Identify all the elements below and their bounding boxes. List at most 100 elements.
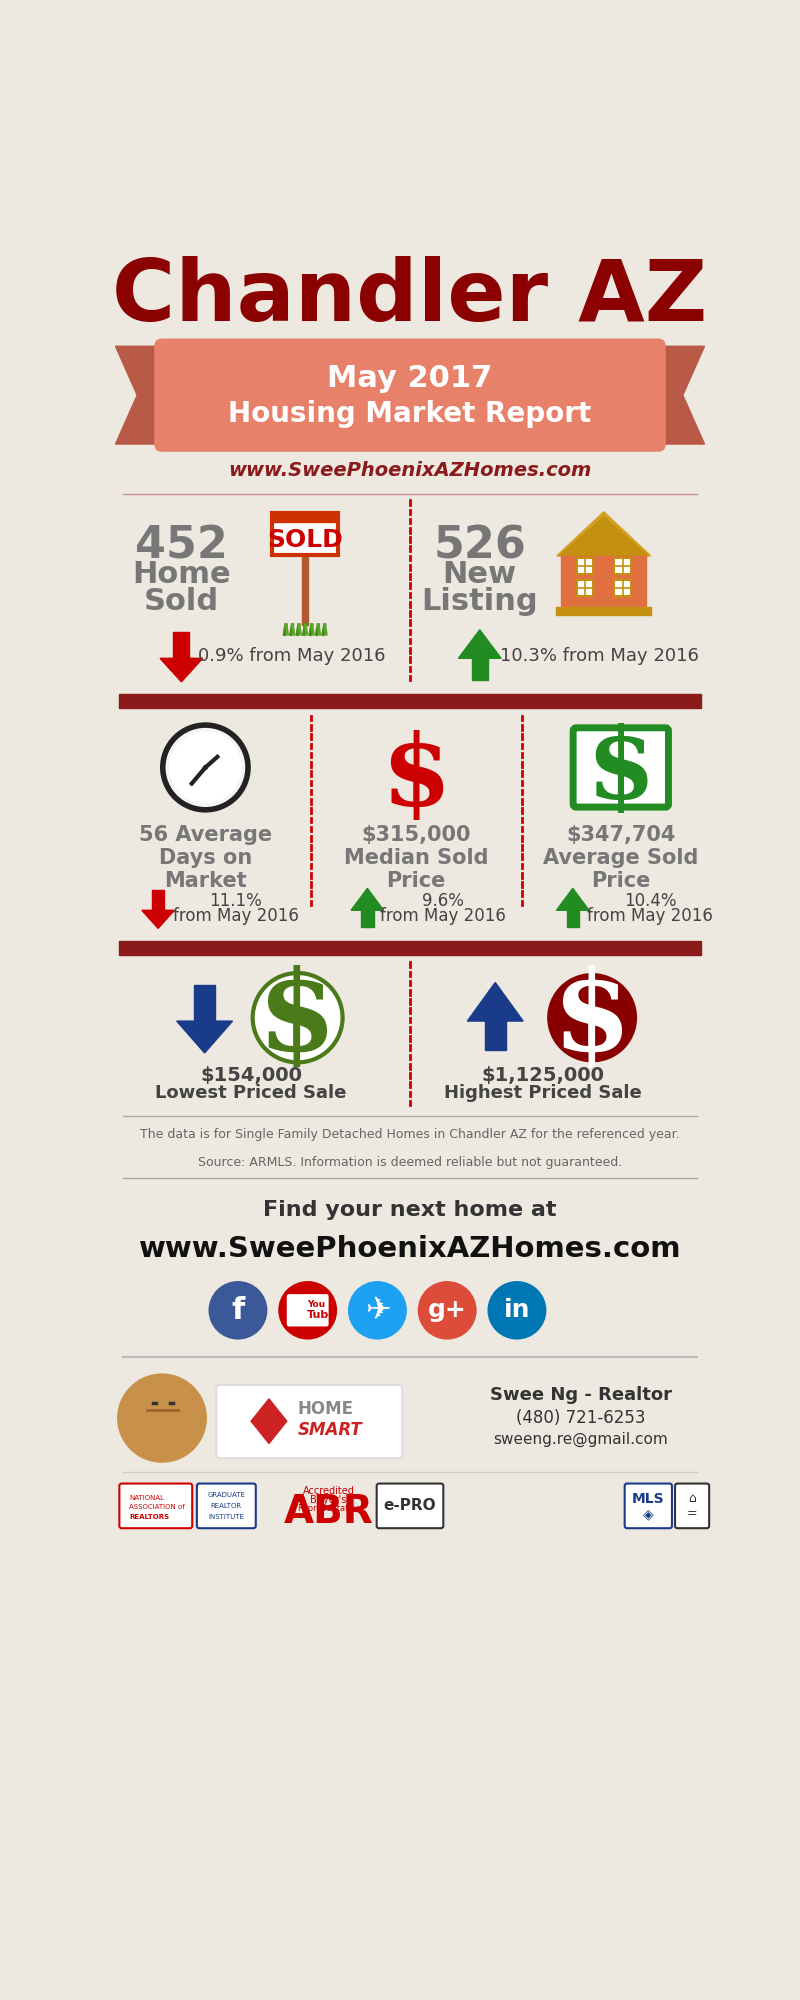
Polygon shape [152,890,164,910]
Text: 526: 526 [434,524,526,568]
Polygon shape [351,888,384,910]
Text: MLS: MLS [632,1492,664,1506]
FancyBboxPatch shape [377,1484,443,1528]
Text: www.SweePhoenixAZHomes.com: www.SweePhoenixAZHomes.com [138,1234,682,1262]
Text: $1,125,000: $1,125,000 [482,1066,605,1084]
Text: Buyer's: Buyer's [310,1496,347,1506]
Text: ⌂
=: ⌂ = [686,1492,698,1520]
Text: $315,000: $315,000 [362,826,471,846]
Text: in: in [504,1298,530,1322]
Text: May 2017: May 2017 [327,364,493,394]
Polygon shape [472,658,488,680]
Text: from May 2016: from May 2016 [380,908,506,926]
Polygon shape [251,1398,286,1444]
Polygon shape [194,986,215,1022]
Text: 0.9% from May 2016: 0.9% from May 2016 [198,646,386,664]
Text: Swee Ng - Realtor: Swee Ng - Realtor [490,1386,671,1404]
Text: You: You [307,1300,325,1308]
Text: 56 Average: 56 Average [139,826,272,846]
Text: ◈: ◈ [642,1508,654,1522]
Circle shape [209,1282,267,1340]
Text: ABR: ABR [284,1494,374,1532]
Polygon shape [119,694,701,708]
Text: HOME: HOME [298,1400,354,1418]
Polygon shape [658,346,705,444]
FancyBboxPatch shape [154,338,666,452]
Circle shape [253,974,342,1062]
Polygon shape [566,910,579,926]
Text: $: $ [382,730,451,828]
Polygon shape [556,606,651,616]
Text: SMART: SMART [298,1420,362,1438]
FancyBboxPatch shape [273,512,338,554]
Text: $: $ [258,966,337,1074]
Text: Representative: Representative [297,1504,361,1514]
Circle shape [117,1374,207,1462]
Text: $347,704: $347,704 [566,826,675,846]
Text: from May 2016: from May 2016 [587,908,713,926]
Polygon shape [302,554,309,624]
FancyBboxPatch shape [286,1294,329,1326]
Text: www.SweePhoenixAZHomes.com: www.SweePhoenixAZHomes.com [228,462,592,480]
Polygon shape [577,580,593,596]
FancyBboxPatch shape [119,1484,192,1528]
Polygon shape [467,982,523,1022]
Circle shape [487,1282,546,1340]
Text: $: $ [586,722,655,820]
Polygon shape [115,346,162,444]
Text: Tube: Tube [307,1310,337,1320]
Text: Average Sold: Average Sold [543,848,698,868]
Text: Housing Market Report: Housing Market Report [228,400,592,428]
Circle shape [169,732,242,804]
Text: Price: Price [591,872,650,892]
Polygon shape [142,910,174,928]
Text: Market: Market [164,872,246,892]
Circle shape [162,726,248,810]
Text: The data is for Single Family Detached Homes in Chandler AZ for the referenced y: The data is for Single Family Detached H… [140,1128,680,1142]
Polygon shape [559,516,648,556]
Text: 10.4%: 10.4% [624,892,677,910]
Text: ✈: ✈ [365,1296,390,1324]
Polygon shape [557,888,589,910]
FancyBboxPatch shape [197,1484,256,1528]
Circle shape [203,764,208,770]
Polygon shape [361,910,374,926]
Text: Lowest Priced Sale: Lowest Priced Sale [155,1084,347,1102]
Text: Listing: Listing [422,586,538,616]
Text: Sold: Sold [144,586,219,616]
Polygon shape [177,1022,233,1052]
Text: $154,000: $154,000 [200,1066,302,1084]
Circle shape [278,1282,337,1340]
Text: Find your next home at: Find your next home at [263,1200,557,1220]
Polygon shape [614,580,630,596]
Text: $: $ [553,966,631,1074]
Text: f: f [231,1296,245,1324]
Text: e-PRO: e-PRO [384,1498,436,1514]
Text: 452: 452 [135,524,228,568]
Text: from May 2016: from May 2016 [173,908,298,926]
Text: 9.6%: 9.6% [422,892,463,910]
Text: g+: g+ [428,1298,466,1322]
Polygon shape [561,556,646,606]
Polygon shape [458,630,501,658]
Polygon shape [119,940,701,954]
FancyBboxPatch shape [675,1484,709,1528]
Text: ASSOCIATION of: ASSOCIATION of [130,1504,185,1510]
Text: sweeng.re@gmail.com: sweeng.re@gmail.com [493,1432,668,1448]
Text: Source: ARMLS. Information is deemed reliable but not guaranteed.: Source: ARMLS. Information is deemed rel… [198,1156,622,1168]
Text: 10.3% from May 2016: 10.3% from May 2016 [501,646,699,664]
Polygon shape [273,512,338,522]
Text: NATIONAL: NATIONAL [130,1496,165,1502]
Polygon shape [557,512,650,556]
Polygon shape [485,1022,506,1050]
Circle shape [418,1282,477,1340]
Text: Chandler AZ: Chandler AZ [112,256,708,340]
Text: Accredited: Accredited [302,1486,354,1496]
Text: Home: Home [132,560,230,588]
Text: Median Sold: Median Sold [344,848,489,868]
Polygon shape [160,658,202,682]
Text: Highest Priced Sale: Highest Priced Sale [445,1084,642,1102]
Text: (480) 721-6253: (480) 721-6253 [516,1410,646,1428]
Polygon shape [577,558,593,574]
Circle shape [348,1282,407,1340]
